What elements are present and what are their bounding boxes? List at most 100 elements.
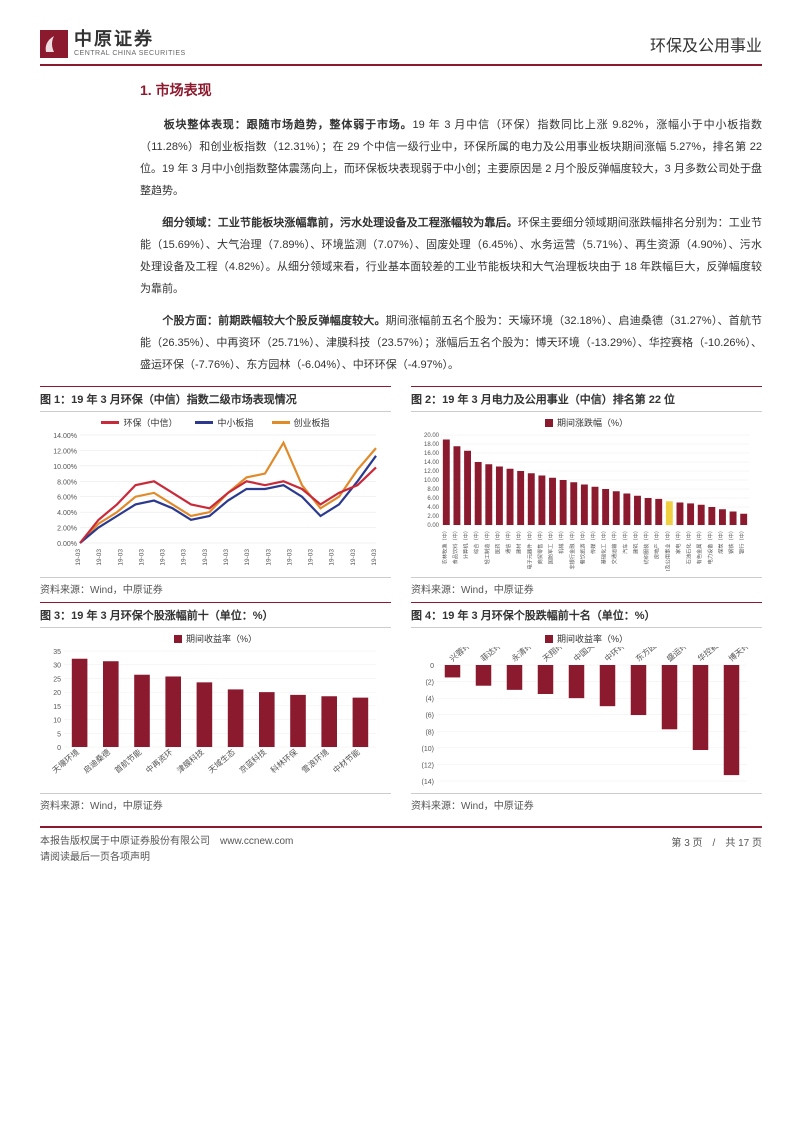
charts-grid: 图 1：19 年 3 月环保（中信）指数二级市场表现情况 环保（中信）中小板指创… <box>40 386 762 812</box>
svg-text:18.00: 18.00 <box>424 442 440 448</box>
svg-text:石油石化（中）: 石油石化（中） <box>685 528 693 564</box>
chart-2-block: 图 2：19 年 3 月电力及公用事业（中信）排名第 22 位 期间涨跌幅（%）… <box>411 386 762 596</box>
svg-text:汽车（中）: 汽车（中） <box>621 528 629 554</box>
chart-1-legend: 环保（中信）中小板指创业板指 <box>42 416 389 429</box>
chart-3-svg: 05101520253035天壕环境启迪桑德首航节能中再资环津膜科技天域生态京蓝… <box>42 647 382 787</box>
svg-text:永清环保: 永清环保 <box>509 647 540 664</box>
svg-text:20.00: 20.00 <box>424 433 440 439</box>
chart-2-source: 资料来源：Wind，中原证券 <box>411 577 762 596</box>
svg-text:国防军工（中）: 国防军工（中） <box>547 528 555 564</box>
svg-text:雪浪环境: 雪浪环境 <box>300 747 331 775</box>
svg-text:电力设备（中）: 电力设备（中） <box>706 528 714 564</box>
svg-text:基础化工（中）: 基础化工（中） <box>600 528 608 564</box>
chart-3-block: 图 3：19 年 3 月环保个股涨幅前十（单位：%） 期间收益率（%） 0510… <box>40 602 391 812</box>
svg-text:中再资环: 中再资环 <box>144 747 175 775</box>
svg-text:津膜科技: 津膜科技 <box>175 747 206 775</box>
svg-text:非银行金融（中）: 非银行金融（中） <box>568 528 576 570</box>
svg-text:19-03: 19-03 <box>202 549 209 566</box>
svg-text:传媒（中）: 传媒（中） <box>589 528 597 554</box>
svg-text:天壕环境: 天壕环境 <box>50 747 81 775</box>
svg-text:20: 20 <box>53 690 61 697</box>
chart-3-legend-label: 期间收益率（%） <box>186 632 257 645</box>
logo-icon <box>40 30 68 58</box>
chart-1-source: 资料来源：Wind，中原证券 <box>40 577 391 596</box>
logo-text-en: CENTRAL CHINA SECURITIES <box>74 50 186 58</box>
svg-text:0.00%: 0.00% <box>57 541 77 548</box>
footer-page-number: 第 3 页 / 共 17 页 <box>671 834 762 866</box>
svg-text:19-03: 19-03 <box>96 549 103 566</box>
svg-text:5: 5 <box>57 731 61 738</box>
svg-text:19-03: 19-03 <box>329 549 336 566</box>
svg-text:0: 0 <box>430 663 434 670</box>
svg-text:中环环保: 中环环保 <box>602 647 633 664</box>
svg-text:15: 15 <box>53 704 61 711</box>
svg-text:(6): (6) <box>425 713 434 720</box>
svg-text:中材节能: 中材节能 <box>331 747 362 775</box>
svg-text:10.00: 10.00 <box>424 478 440 484</box>
logo-text-cn: 中原证券 <box>74 30 186 50</box>
svg-text:有色金属（中）: 有色金属（中） <box>695 528 703 564</box>
svg-text:(12): (12) <box>422 762 434 769</box>
svg-text:通信（中）: 通信（中） <box>504 528 512 554</box>
svg-text:14.00: 14.00 <box>424 460 440 466</box>
section-number: 1. <box>140 82 152 98</box>
svg-text:建材（中）: 建材（中） <box>515 528 523 554</box>
svg-text:19-03: 19-03 <box>223 549 230 566</box>
chart-1-block: 图 1：19 年 3 月环保（中信）指数二级市场表现情况 环保（中信）中小板指创… <box>40 386 391 596</box>
svg-text:(8): (8) <box>425 729 434 736</box>
svg-text:农林牧渔（中）: 农林牧渔（中） <box>440 528 448 564</box>
svg-text:(4): (4) <box>425 696 434 703</box>
svg-text:家电（中）: 家电（中） <box>674 528 682 554</box>
chart-1-svg: 0.00%2.00%4.00%6.00%8.00%10.00%12.00%14.… <box>42 431 382 571</box>
svg-text:电子元器件（中）: 电子元器件（中） <box>525 528 533 570</box>
svg-text:餐饮旅游（中）: 餐饮旅游（中） <box>578 528 586 564</box>
chart-2-area: 期间涨跌幅（%） 0.002.004.006.008.0010.0012.001… <box>411 412 762 577</box>
svg-text:19-03: 19-03 <box>308 549 315 566</box>
svg-text:19-03: 19-03 <box>286 549 293 566</box>
svg-text:天翔环境: 天翔环境 <box>540 647 571 664</box>
svg-text:2.00: 2.00 <box>427 514 439 520</box>
svg-text:(10): (10) <box>422 746 434 753</box>
svg-text:19-03: 19-03 <box>244 549 251 566</box>
section-title: 1. 市场表现 <box>140 80 762 100</box>
svg-text:天域生态: 天域生态 <box>206 747 237 775</box>
svg-text:8.00: 8.00 <box>427 487 439 493</box>
footer-disclaimer: 请阅读最后一页各项声明 <box>40 850 293 866</box>
footer-copyright: 本报告版权属于中原证券股份有限公司 www.ccnew.com <box>40 834 293 850</box>
svg-text:30: 30 <box>53 663 61 670</box>
svg-text:计算机（中）: 计算机（中） <box>462 528 470 559</box>
svg-text:35: 35 <box>53 649 61 656</box>
chart-3-area: 期间收益率（%） 05101520253035天壕环境启迪桑德首航节能中再资环津… <box>40 628 391 793</box>
svg-text:(14): (14) <box>422 779 434 786</box>
svg-text:19-03: 19-03 <box>75 549 82 566</box>
chart-4-svg: 0(2)(4)(6)(8)(10)(12)(14)兴蓉环境菲达环保永清环保天翔环… <box>413 647 753 787</box>
svg-text:6.00: 6.00 <box>427 496 439 502</box>
svg-text:19-03: 19-03 <box>138 549 145 566</box>
svg-text:钢铁（中）: 钢铁（中） <box>727 528 735 554</box>
svg-text:19-03: 19-03 <box>265 549 272 566</box>
chart-4-legend: 期间收益率（%） <box>413 632 760 645</box>
svg-text:0: 0 <box>57 745 61 752</box>
svg-text:12.00%: 12.00% <box>53 448 77 455</box>
svg-text:东方园林: 东方园林 <box>633 647 664 664</box>
svg-text:盛运环保: 盛运环保 <box>664 647 695 664</box>
paragraph: 个股方面：前期跌幅较大个股反弹幅度较大。期间涨幅前五名个股为：天壕环境（32.1… <box>140 310 762 376</box>
svg-text:启迪桑德: 启迪桑德 <box>81 747 112 775</box>
svg-text:兴蓉环境: 兴蓉环境 <box>447 647 478 664</box>
chart-1-title: 图 1：19 年 3 月环保（中信）指数二级市场表现情况 <box>40 386 391 412</box>
svg-text:19-03: 19-03 <box>117 549 124 566</box>
svg-text:综合（中）: 综合（中） <box>472 528 480 554</box>
svg-text:4.00: 4.00 <box>427 505 439 511</box>
svg-text:博天环境: 博天环境 <box>726 647 753 664</box>
chart-3-title: 图 3：19 年 3 月环保个股涨幅前十（单位：%） <box>40 602 391 628</box>
chart-2-svg: 0.002.004.006.008.0010.0012.0014.0016.00… <box>413 431 753 571</box>
section-title-text: 市场表现 <box>156 82 212 98</box>
paragraph: 细分领域：工业节能板块涨幅靠前，污水处理设备及工程涨幅较为靠后。环保主要细分领域… <box>140 212 762 300</box>
chart-3-source: 资料来源：Wind，中原证券 <box>40 793 391 812</box>
svg-text:16.00: 16.00 <box>424 451 440 457</box>
svg-text:12.00: 12.00 <box>424 469 440 475</box>
chart-2-title: 图 2：19 年 3 月电力及公用事业（中信）排名第 22 位 <box>411 386 762 412</box>
svg-text:轻工制造（中）: 轻工制造（中） <box>483 528 491 564</box>
svg-text:14.00%: 14.00% <box>53 433 77 440</box>
svg-text:电力及公用事业（中）: 电力及公用事业（中） <box>663 528 671 571</box>
